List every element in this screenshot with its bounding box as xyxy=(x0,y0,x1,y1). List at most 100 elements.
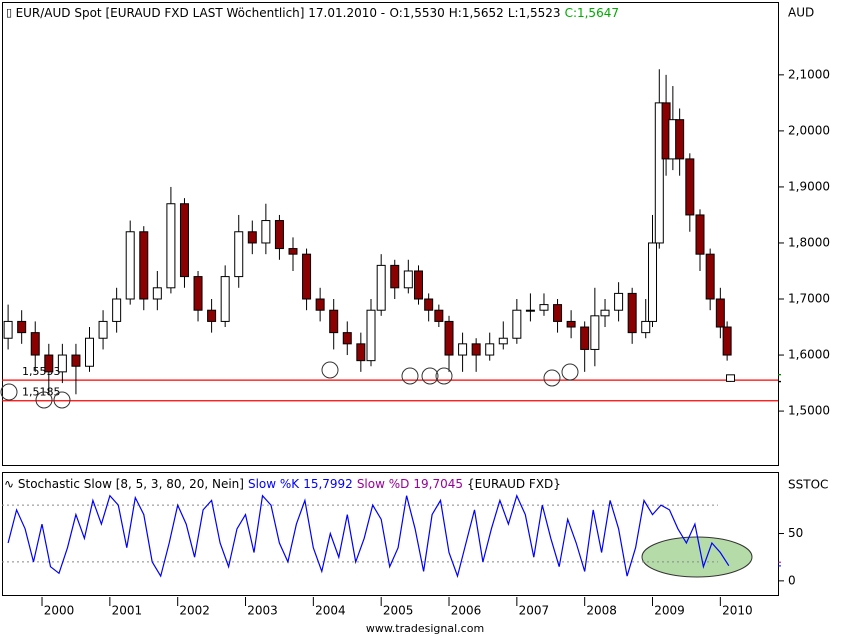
candle-body xyxy=(302,253,312,300)
price-title: EUR/AUD Spot [EURAUD FXD LAST Wöchentlic… xyxy=(16,6,386,20)
y-tick-label: 2,0000 xyxy=(788,123,830,137)
candle-body xyxy=(366,309,376,362)
legend-name: Slow %K xyxy=(248,477,300,491)
y-tick-label: 1,8000 xyxy=(788,235,830,249)
candle-body xyxy=(600,309,610,317)
footer: www.tradesignal.com xyxy=(366,622,484,635)
candle-body xyxy=(458,343,468,356)
candle-body xyxy=(685,158,695,216)
annotation-circle xyxy=(543,369,561,387)
candle-body xyxy=(85,337,95,367)
quote-value: 1,5523 xyxy=(519,6,561,20)
candle-body xyxy=(57,354,67,373)
price-header: ▯ EUR/AUD Spot [EURAUD FXD LAST Wöchentl… xyxy=(6,6,619,20)
stoch-line xyxy=(7,493,730,579)
candle-body xyxy=(590,315,600,350)
candle-body xyxy=(3,320,13,339)
candle-body xyxy=(566,320,576,328)
y-tick-label: 0 xyxy=(788,573,796,587)
candle-body xyxy=(376,264,386,311)
candle-body xyxy=(705,253,715,300)
stoch-title: Stochastic Slow [8, 5, 3, 80, 20, Nein] xyxy=(18,477,244,491)
annotation-circle xyxy=(435,367,453,385)
candle-body xyxy=(288,248,298,255)
candle-body xyxy=(193,276,203,311)
y-tick-label: 50 xyxy=(788,526,803,540)
candle-body xyxy=(125,231,135,300)
candle-body xyxy=(525,309,535,312)
legend-value: 15,7992 xyxy=(303,477,353,491)
y-tick-label: 2,1000 xyxy=(788,67,830,81)
annotation-circle xyxy=(401,367,419,385)
plot-layer: 1,5000 1,6000 1,7000 1,8000 1,9000 2,0000 2,10… xyxy=(0,67,830,618)
x-tick-label: 2003 xyxy=(247,604,278,618)
quote-value: 1,5530 xyxy=(403,6,445,20)
candle-body xyxy=(485,343,495,356)
candle-body xyxy=(424,298,434,311)
x-tick-label: 2010 xyxy=(722,604,753,618)
candle-body xyxy=(139,231,149,300)
quote-name: H: xyxy=(449,6,462,20)
x-tick-label: 2004 xyxy=(315,604,346,618)
candle-body xyxy=(329,309,339,334)
candle-body xyxy=(434,309,444,322)
candle-body xyxy=(695,214,705,255)
candle-body xyxy=(71,354,81,367)
y-tick-label: 1,5000 xyxy=(788,404,830,418)
annotation-circle xyxy=(53,391,71,409)
candle-body xyxy=(675,119,685,160)
candle-body xyxy=(17,320,27,334)
candle-body xyxy=(342,332,352,345)
candle-body xyxy=(498,337,508,345)
candle-body xyxy=(648,242,658,322)
price-axis-label: AUD xyxy=(788,6,814,20)
candle-body xyxy=(179,203,189,278)
symbol-icon: ▯ xyxy=(6,6,16,19)
candle-body xyxy=(247,231,257,244)
y-tick-label: 1,7000 xyxy=(788,292,830,306)
candle-body xyxy=(112,298,122,322)
candle-body xyxy=(512,309,522,339)
candle-body xyxy=(44,354,54,373)
candle-body xyxy=(152,287,162,300)
candle-body xyxy=(30,332,40,356)
stoch-source: {EURAUD FXD} xyxy=(467,477,561,491)
candle-body xyxy=(207,309,217,322)
candle-body xyxy=(539,304,549,311)
candle-body xyxy=(390,264,400,289)
x-tick-label: 2005 xyxy=(383,604,414,618)
candle-body xyxy=(726,374,736,382)
candle-body xyxy=(220,276,230,322)
candle-body xyxy=(444,320,454,356)
quote-name: C: xyxy=(565,6,577,20)
annotation-circle xyxy=(35,391,53,409)
candle-body xyxy=(413,270,423,300)
candle-body xyxy=(627,292,637,334)
legend-name: Slow %D xyxy=(357,477,410,491)
x-tick-label: 2000 xyxy=(44,604,75,618)
candle-body xyxy=(580,326,590,350)
x-tick-label: 2008 xyxy=(586,604,617,618)
stoch-axis-label: SSTOC xyxy=(788,478,828,492)
candle-body xyxy=(261,220,271,244)
candle-body xyxy=(722,326,732,356)
annotation-circle xyxy=(0,383,18,401)
candle-body xyxy=(641,320,651,334)
stoch-icon: ∿ xyxy=(4,477,18,491)
legend-value: 19,7045 xyxy=(413,477,463,491)
annotation-circle xyxy=(561,363,579,381)
candle-body xyxy=(654,102,664,244)
x-tick-label: 2009 xyxy=(654,604,685,618)
x-tick-label: 2006 xyxy=(451,604,482,618)
quote-name: L: xyxy=(508,6,519,20)
candle-body xyxy=(274,220,284,250)
candle-body xyxy=(356,343,366,362)
candle-body xyxy=(471,343,481,356)
x-tick-label: 2001 xyxy=(112,604,143,618)
annotation-circle xyxy=(421,367,439,385)
candle-body xyxy=(553,304,563,322)
x-tick-label: 2002 xyxy=(179,604,210,618)
y-tick-label: 1,6000 xyxy=(788,348,830,362)
